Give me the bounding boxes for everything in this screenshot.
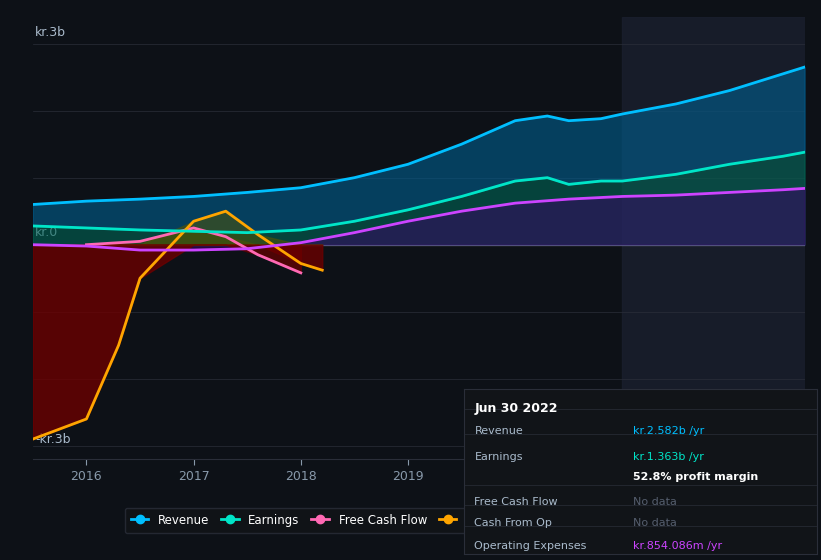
Text: Earnings: Earnings [475,452,523,462]
Text: No data: No data [633,518,677,528]
Text: Cash From Op: Cash From Op [475,518,553,528]
Text: Free Cash Flow: Free Cash Flow [475,497,558,507]
Bar [622,17,805,459]
Text: Operating Expenses: Operating Expenses [475,541,587,551]
Text: Revenue: Revenue [475,426,523,436]
Legend: Revenue, Earnings, Free Cash Flow, Cash From Op, Operating Expenses: Revenue, Earnings, Free Cash Flow, Cash … [125,508,713,533]
Text: kr.854.086m /yr: kr.854.086m /yr [633,541,722,551]
Text: kr.1.363b /yr: kr.1.363b /yr [633,452,704,462]
Text: kr.3b: kr.3b [35,26,66,39]
Text: -kr.3b: -kr.3b [35,433,71,446]
Text: kr.0: kr.0 [35,226,58,239]
Text: Jun 30 2022: Jun 30 2022 [475,403,558,416]
Text: No data: No data [633,497,677,507]
Text: 52.8% profit margin: 52.8% profit margin [633,472,759,482]
Text: kr.2.582b /yr: kr.2.582b /yr [633,426,704,436]
